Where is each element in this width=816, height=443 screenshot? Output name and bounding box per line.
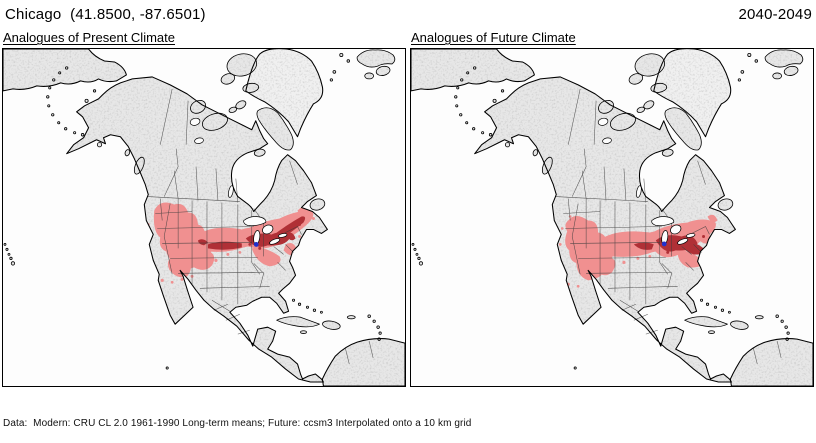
location-title: Chicago (41.8500, -87.6501) xyxy=(5,6,206,23)
footer-line-data: Data: Modern: CRU CL 2.0 1961-1990 Long-… xyxy=(3,418,472,429)
footer-credits: Data: Modern: CRU CL 2.0 1961-1990 Long-… xyxy=(3,391,739,443)
panel-title-present: Analogues of Present Climate xyxy=(3,30,175,45)
chicago-marker-future xyxy=(661,241,667,247)
panel-title-future: Analogues of Future Climate xyxy=(411,30,576,45)
chicago-marker-present xyxy=(253,242,259,247)
map-future xyxy=(410,48,814,387)
map-present xyxy=(2,48,406,387)
period-label: 2040-2049 xyxy=(738,6,812,23)
map-future-svg xyxy=(411,49,813,386)
map-present-svg xyxy=(3,49,405,386)
